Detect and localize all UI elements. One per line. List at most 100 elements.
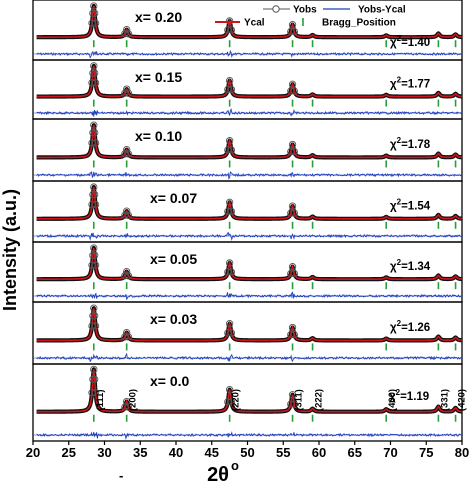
y-axis-label: Intensity (a.u.) [0, 189, 20, 311]
yobs-point [90, 62, 98, 70]
yobs-point [287, 330, 295, 339]
x-tick-label: 25 [62, 445, 76, 460]
yobs-point [91, 389, 100, 397]
yobs-point [88, 79, 96, 87]
yobs-point [224, 26, 232, 34]
yobs-point [288, 202, 297, 210]
yobs-point [89, 9, 97, 17]
diff-line [36, 352, 463, 363]
diff-line [36, 231, 463, 242]
ycal-line [36, 65, 463, 98]
yobs-point [91, 322, 100, 330]
legend-ycal-label: Ycal [244, 18, 265, 29]
yobs-point [224, 207, 232, 216]
x-tick-label: 45 [205, 445, 219, 460]
yobs-point [290, 209, 298, 217]
chi2-label: χ2=1.34 [390, 258, 431, 273]
chi2-label: χ2=1.40 [390, 34, 430, 49]
panel-title: x= 0.0 [150, 373, 190, 389]
yobs-point [287, 147, 295, 156]
yobs-point [91, 251, 99, 259]
yobs-point [124, 30, 133, 38]
diff-line [36, 50, 463, 59]
panel-title: x= 0.07 [150, 190, 197, 206]
yobs-point [290, 400, 298, 408]
yobs-point [227, 398, 236, 406]
yobs-point [224, 146, 232, 154]
yobs-point [288, 263, 297, 271]
ycal-line [36, 308, 463, 342]
yobs-point [225, 259, 234, 267]
yobs-point [290, 87, 298, 95]
diff-line [36, 431, 463, 441]
yobs-point [124, 150, 133, 158]
panel-1: x= 0.20 χ2=1.40 [32, 0, 464, 61]
x-tick-label: 70 [383, 445, 397, 460]
hkl-label: (222) [314, 389, 325, 411]
yobs-point [287, 269, 295, 278]
x-tick-label: 80 [455, 445, 469, 460]
ycal-line [36, 186, 463, 220]
yobs-point [225, 198, 234, 206]
legend-diff-label: Yobs-Ycal [358, 5, 406, 16]
x-tick-label: 35 [133, 445, 147, 460]
panel-6: x= 0.03 χ2=1.26 [32, 301, 464, 365]
yobs-point [88, 261, 96, 269]
yobs-point [288, 21, 297, 29]
yobs-point [287, 400, 295, 408]
yobs-point [224, 329, 232, 337]
yobs-point [287, 87, 295, 95]
yobs-point [123, 328, 131, 337]
yobs-point [290, 330, 298, 339]
ycal-line [36, 247, 463, 280]
yobs-point [121, 211, 129, 219]
x-tick-label: 50 [240, 445, 254, 460]
panel-3: x= 0.10 χ2=1.78 [32, 118, 464, 182]
legend-yobs-marker [272, 5, 280, 13]
yobs-point [88, 200, 96, 209]
x-axis-label-superscript: o [231, 458, 239, 473]
yobs-point [124, 403, 133, 411]
hkl-label: (331) [439, 389, 450, 411]
yobs-point [225, 17, 234, 25]
hkl-label: (200) [128, 389, 139, 411]
chi2-label: χ2=1.54 [390, 198, 431, 213]
yobs-point [227, 85, 236, 94]
x-tick-label: 60 [312, 445, 326, 460]
yobs-point [123, 145, 131, 154]
panel-4: x= 0.07 χ2=1.54 [32, 180, 464, 243]
yobs-point [288, 323, 297, 332]
yobs-point [227, 207, 236, 216]
x-tick-label: 30 [97, 445, 111, 460]
yobs-point [91, 375, 99, 383]
yobs-point [91, 19, 100, 27]
yobs-point [227, 268, 236, 276]
x-tick-label: 20 [26, 445, 40, 460]
chi2-label: χ2=1.19 [389, 388, 429, 403]
yobs-point [88, 139, 96, 147]
yobs-point [91, 190, 99, 199]
x-tick-label: 65 [348, 445, 362, 460]
yobs-point [91, 139, 100, 147]
chi2-label: χ2=1.26 [390, 319, 430, 334]
yobs-point [124, 211, 133, 219]
yobs-point [290, 147, 298, 156]
hkl-label: (420) [457, 389, 468, 411]
yobs-point [290, 27, 298, 36]
panel-title: x= 0.15 [135, 69, 182, 85]
yobs-point [121, 333, 129, 341]
yobs-point [225, 137, 234, 145]
ycal-line [36, 369, 463, 413]
yobs-point [287, 27, 295, 36]
yobs-point [123, 85, 131, 93]
x-axis: 20 25 30 35 40 45 50 55 60 65 70 75 80 [26, 441, 469, 460]
hkl-label: (220) [231, 389, 242, 411]
yobs-point [91, 261, 100, 269]
diff-line [36, 291, 463, 300]
yobs-point [91, 129, 99, 137]
panels-group: x= 0.20 χ2=1.40 x= 0.15 χ2=1.77 x= 0.10 χ2=1.… [32, 0, 468, 442]
yobs-point [290, 269, 298, 278]
yobs-point [89, 251, 97, 259]
yobs-point [288, 391, 297, 399]
yobs-point [121, 272, 129, 280]
